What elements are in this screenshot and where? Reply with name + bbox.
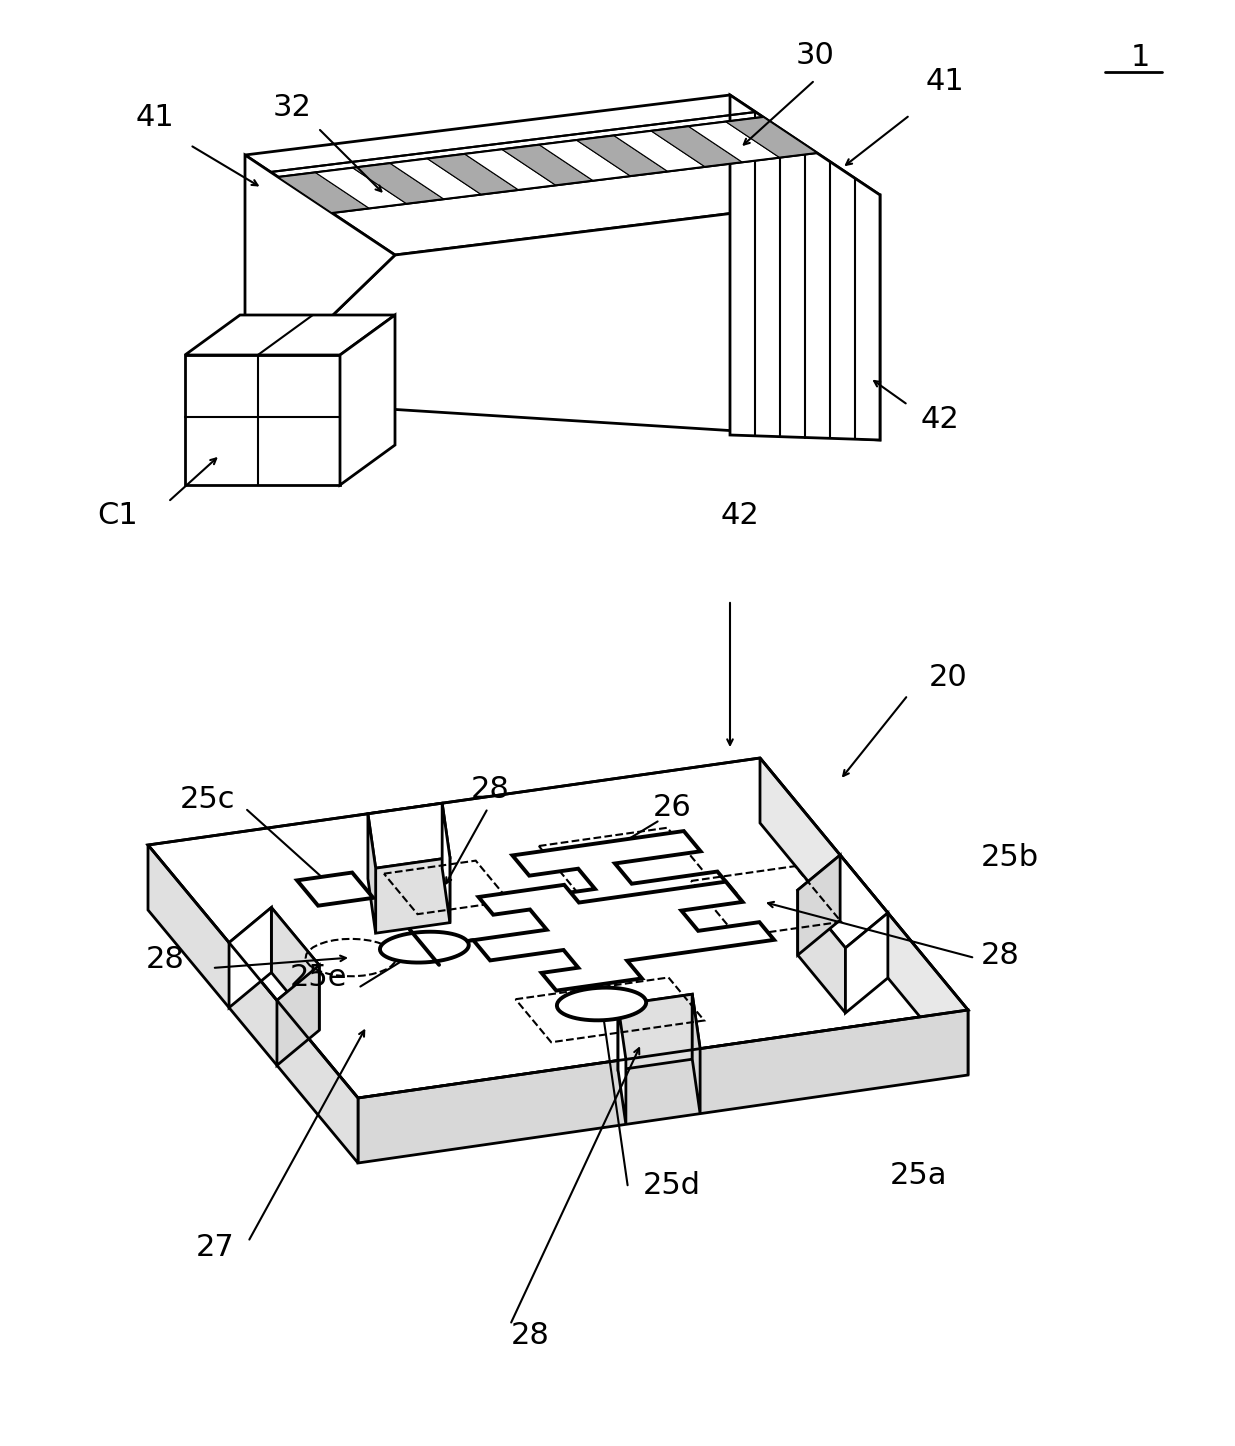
Text: 41: 41 bbox=[925, 68, 965, 97]
Polygon shape bbox=[368, 814, 375, 933]
Polygon shape bbox=[245, 195, 881, 440]
Polygon shape bbox=[513, 831, 734, 917]
Polygon shape bbox=[726, 117, 818, 158]
Polygon shape bbox=[618, 995, 700, 1060]
Text: 25e: 25e bbox=[289, 963, 347, 992]
Text: 25b: 25b bbox=[981, 843, 1039, 872]
Polygon shape bbox=[693, 995, 700, 1113]
Polygon shape bbox=[427, 153, 519, 195]
Text: C1: C1 bbox=[98, 500, 138, 529]
Polygon shape bbox=[228, 908, 320, 1001]
Polygon shape bbox=[353, 163, 443, 204]
Polygon shape bbox=[340, 315, 395, 484]
Polygon shape bbox=[272, 908, 320, 1030]
Polygon shape bbox=[651, 126, 742, 166]
Text: 27: 27 bbox=[195, 1233, 235, 1262]
Text: 25c: 25c bbox=[180, 785, 236, 814]
Text: 32: 32 bbox=[273, 94, 311, 123]
Text: 25a: 25a bbox=[889, 1161, 947, 1190]
Polygon shape bbox=[148, 844, 358, 1163]
Polygon shape bbox=[442, 803, 450, 923]
Polygon shape bbox=[315, 168, 406, 208]
Polygon shape bbox=[540, 140, 630, 181]
Text: 25d: 25d bbox=[643, 1170, 701, 1200]
Polygon shape bbox=[846, 912, 888, 1014]
Polygon shape bbox=[245, 155, 395, 401]
Polygon shape bbox=[358, 1009, 968, 1163]
Polygon shape bbox=[730, 95, 881, 440]
Text: 26: 26 bbox=[652, 794, 692, 823]
Polygon shape bbox=[618, 1005, 626, 1125]
Polygon shape bbox=[390, 159, 482, 200]
Polygon shape bbox=[185, 315, 395, 356]
Polygon shape bbox=[277, 966, 320, 1066]
Text: 41: 41 bbox=[136, 104, 174, 133]
Polygon shape bbox=[148, 758, 968, 1098]
Polygon shape bbox=[473, 882, 774, 991]
Text: 28: 28 bbox=[146, 946, 184, 975]
Polygon shape bbox=[688, 121, 779, 162]
Polygon shape bbox=[228, 908, 272, 1008]
Text: 42: 42 bbox=[721, 500, 760, 529]
Polygon shape bbox=[375, 857, 450, 933]
Text: 28: 28 bbox=[981, 940, 1019, 969]
Polygon shape bbox=[501, 145, 593, 185]
Polygon shape bbox=[798, 855, 840, 956]
Polygon shape bbox=[464, 149, 556, 189]
Text: 20: 20 bbox=[929, 664, 967, 693]
Text: 1: 1 bbox=[1130, 43, 1150, 72]
Polygon shape bbox=[618, 995, 693, 1070]
Text: 42: 42 bbox=[920, 405, 960, 434]
Polygon shape bbox=[557, 988, 646, 1021]
Polygon shape bbox=[185, 356, 340, 484]
Text: 28: 28 bbox=[510, 1320, 550, 1349]
Polygon shape bbox=[368, 803, 450, 868]
Polygon shape bbox=[298, 872, 373, 905]
Text: 30: 30 bbox=[795, 40, 835, 69]
Text: 28: 28 bbox=[471, 775, 509, 804]
Polygon shape bbox=[278, 172, 369, 213]
Polygon shape bbox=[245, 95, 881, 254]
Polygon shape bbox=[614, 130, 705, 172]
Polygon shape bbox=[798, 891, 846, 1014]
Polygon shape bbox=[380, 931, 469, 963]
Polygon shape bbox=[577, 136, 668, 176]
Polygon shape bbox=[760, 758, 968, 1074]
Polygon shape bbox=[798, 855, 888, 949]
